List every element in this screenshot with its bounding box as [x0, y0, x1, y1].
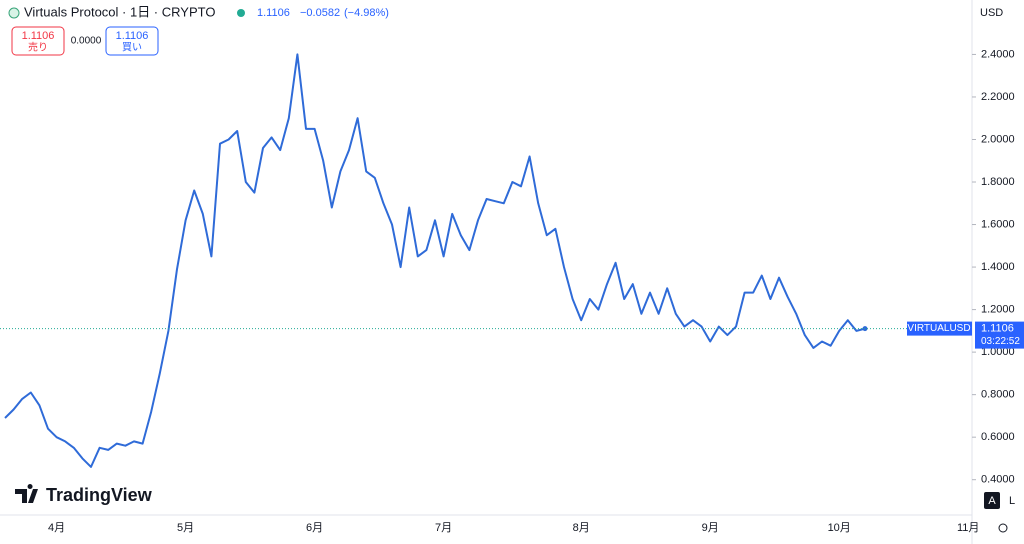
x-tick-label: 6月: [306, 522, 323, 534]
price-axis: [972, 0, 1024, 544]
auto-button[interactable]: [984, 492, 1000, 509]
status-dot: [237, 9, 245, 17]
logo-mark: [15, 484, 38, 503]
x-axis: 4月 5月 6月 7月 8月 9月 10月 11月: [48, 522, 979, 534]
sell-label: 売り: [28, 41, 48, 54]
x-tick-label: 9月: [702, 522, 719, 534]
y-tick-label: 1.8000: [981, 176, 1015, 188]
last-price: 1.1106: [257, 7, 290, 19]
sell-button[interactable]: [11, 26, 65, 56]
spread: 0.0000: [71, 36, 102, 47]
y-axis: 0.4000 0.6000 0.8000 1.0000 1.2000 1.4000 1.60…: [972, 48, 1015, 486]
x-tick-label: 11月: [957, 522, 979, 534]
y-tick-label: 1.6000: [981, 218, 1015, 230]
buy-button[interactable]: [105, 26, 159, 56]
x-tick-label: 10月: [828, 522, 851, 534]
y-tick-label: 2.0000: [981, 133, 1015, 145]
y-tick-label: 2.4000: [981, 48, 1015, 60]
currency[interactable]: USD: [980, 7, 1003, 19]
x-tick-label: 8月: [573, 522, 590, 534]
sell-price: 1.1106: [22, 30, 55, 42]
y-tick-label: 0.6000: [981, 431, 1015, 443]
countdown: 03:22:52: [981, 336, 1020, 347]
symbol-icon: [8, 7, 20, 19]
change: −0.0582: [300, 7, 340, 19]
symbol-tag-label: VIRTUALUSD: [907, 323, 970, 334]
x-tick-label: 7月: [435, 522, 452, 534]
settings-icon[interactable]: [998, 523, 1008, 533]
buy-price: 1.1106: [116, 30, 149, 42]
y-tick-label: 1.2000: [981, 304, 1015, 316]
y-tick-label: 2.2000: [981, 91, 1015, 103]
price-line: [4, 53, 866, 468]
price-tag-label: 1.1106: [981, 323, 1014, 335]
time-axis: [0, 515, 972, 544]
log-label[interactable]: L: [1009, 495, 1015, 507]
symbol-tag: [907, 321, 972, 336]
auto-label: A: [988, 495, 996, 507]
buy-label: 買い: [122, 42, 142, 54]
x-tick-label: 5月: [177, 522, 194, 534]
y-tick-label: 1.4000: [981, 261, 1015, 273]
y-tick-label: 0.8000: [981, 389, 1015, 401]
y-tick-label: 0.4000: [981, 474, 1015, 486]
y-tick-label: 1.0000: [981, 346, 1015, 358]
plot: [0, 53, 972, 468]
change-pct: (−4.98%): [344, 7, 389, 19]
logo-text: TradingView: [46, 485, 153, 505]
price-tag: [975, 321, 1024, 349]
x-tick-label: 4月: [48, 522, 65, 534]
last-point: [862, 326, 868, 332]
title: Virtuals Protocol · 1日 · CRYPTO: [24, 4, 215, 19]
